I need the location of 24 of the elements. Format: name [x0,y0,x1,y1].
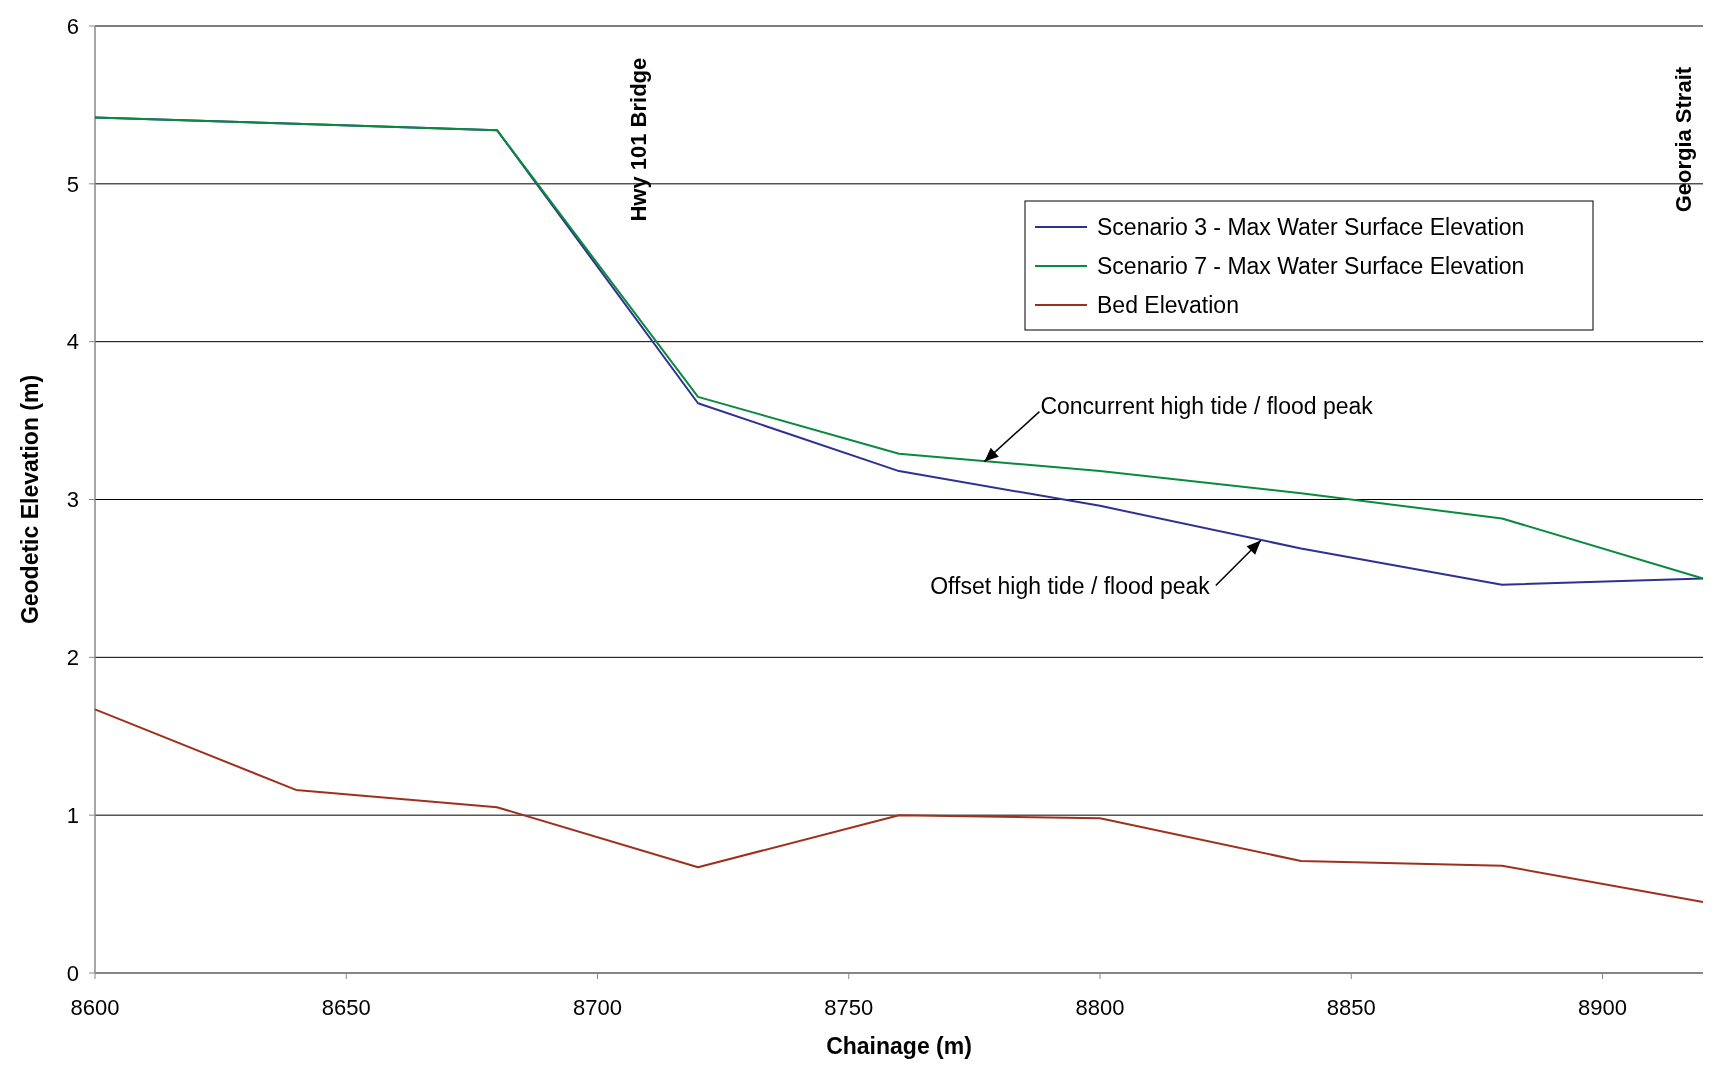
x-tick-label: 8900 [1578,995,1627,1020]
x-tick-label: 8850 [1326,995,1376,1020]
annotation: Concurrent high tide / flood peak [1040,392,1374,419]
annotation: Hwy 101 Bridge [626,57,652,222]
x-axis-title: Chainage (m) [826,1033,972,1059]
y-tick-label: 6 [66,13,79,39]
y-tick-label: 2 [66,645,79,671]
y-axis-title: Geodetic Elevation (m) [17,374,43,625]
x-tick-label: 8700 [573,995,622,1020]
x-tick-label: 8750 [824,995,874,1020]
y-tick-label: 4 [66,329,79,355]
x-tick-label: 8600 [70,995,120,1020]
line-series [94,708,1704,903]
y-tick-label: 1 [66,802,79,828]
y-tick-label: 0 [66,960,79,986]
legend-label: Scenario 7 - Max Water Surface Elevation [1097,253,1525,280]
annotation: Georgia Strait [1671,66,1697,213]
x-tick-label: 8650 [321,995,371,1020]
legend-label: Bed Elevation [1097,292,1239,319]
y-tick-label: 5 [66,171,79,197]
x-tick-label: 8800 [1075,995,1125,1020]
y-tick-label: 3 [66,487,79,513]
legend-label: Scenario 3 - Max Water Surface Elevation [1097,214,1525,241]
annotation: Offset high tide / flood peak [930,572,1211,599]
